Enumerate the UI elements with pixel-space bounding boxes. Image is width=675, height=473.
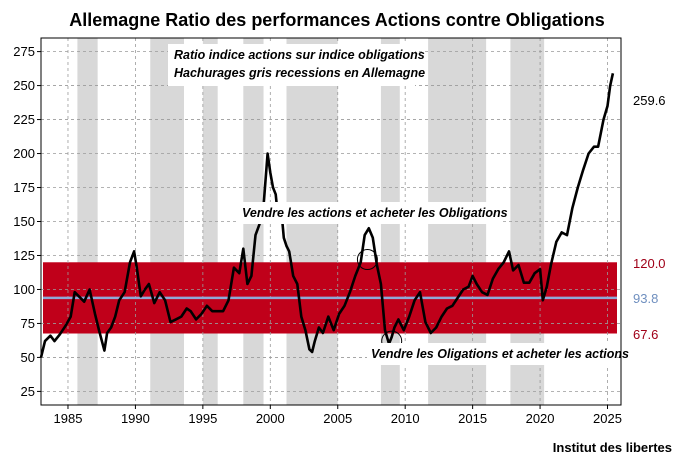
x-tick-label: 1990: [121, 411, 150, 426]
y-tick-label: 125: [13, 248, 35, 263]
x-tick-label: 1995: [188, 411, 217, 426]
band-upper-label: 120.0: [633, 256, 666, 271]
sell-stocks-box: [238, 202, 500, 224]
y-tick-label: 75: [21, 316, 35, 331]
chart-title: Allemagne Ratio des performances Actions…: [69, 10, 604, 30]
y-tick-label: 150: [13, 214, 35, 229]
series-line-0: [39, 73, 615, 358]
subtitle-line-2: Hachurages gris recessions en Allemagne: [174, 66, 425, 80]
sell-bonds-annotation: Vendre les Oligations et acheter les act…: [371, 347, 629, 361]
axis-ticks-layer: 25 50 75 100 125 150 175 200 225 250 275 1985 1990 19…: [13, 44, 622, 426]
x-tick-label: 2005: [323, 411, 352, 426]
x-tick-label: 2020: [526, 411, 555, 426]
x-tick-label: 1985: [54, 411, 83, 426]
y-tick-label: 250: [13, 78, 35, 93]
y-tick-label: 175: [13, 180, 35, 195]
x-tick-label: 2025: [593, 411, 622, 426]
y-tick-label: 275: [13, 44, 35, 59]
series-layer: [39, 73, 615, 358]
y-tick-label: 50: [21, 350, 35, 365]
y-tick-label: 225: [13, 112, 35, 127]
y-tick-label: 25: [21, 384, 35, 399]
subtitle-line-1: Ratio indice actions sur indice obligati…: [174, 48, 425, 62]
y-tick-label: 100: [13, 282, 35, 297]
x-tick-label: 2010: [391, 411, 420, 426]
x-tick-label: 2015: [458, 411, 487, 426]
sell-stocks-annotation: Vendre les actions et acheter les Obliga…: [242, 206, 508, 220]
band-lower-label: 67.6: [633, 327, 658, 342]
recession-band-0: [77, 38, 98, 405]
band-mean-label: 93.8: [633, 291, 658, 306]
annotation-circle-0: [356, 249, 378, 271]
credit-label: Institut des libertes: [553, 440, 672, 455]
y-tick-label: 200: [13, 146, 35, 161]
x-tick-label: 2000: [256, 411, 285, 426]
note-box: [168, 44, 415, 86]
sell-bonds-box: [367, 343, 617, 365]
last-value-label: 259.6: [633, 93, 666, 108]
